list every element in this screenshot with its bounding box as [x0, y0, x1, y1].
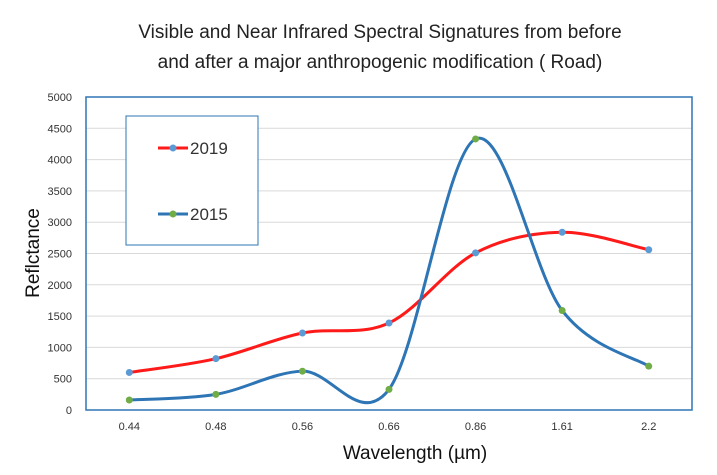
x-tick-label: 0.44 [119, 421, 140, 433]
data-point [298, 329, 306, 337]
legend-swatch-marker [169, 144, 177, 152]
legend-box [125, 115, 259, 246]
x-axis-title: Wavelength (µm) [343, 443, 487, 464]
chart-title-line-1: Visible and Near Infrared Spectral Signa… [138, 22, 622, 43]
data-point [385, 385, 393, 393]
data-point [385, 319, 393, 327]
y-tick-label: 0 [66, 405, 72, 417]
x-tick-label: 0.86 [465, 421, 486, 433]
data-point [212, 355, 220, 363]
data-point [125, 396, 133, 404]
data-point [472, 135, 480, 143]
y-tick-label: 4500 [48, 123, 72, 135]
y-tick-label: 2500 [48, 249, 72, 261]
y-tick-label: 2000 [48, 280, 72, 292]
series-2019 [125, 228, 653, 376]
legend: 2019 2015 [125, 115, 259, 246]
y-axis-title: Reflctance [23, 208, 44, 298]
legend-label: 2015 [190, 205, 228, 224]
series-2015 [125, 135, 653, 405]
y-tick-labels: 0 500 1000 1500 2000 2500 3000 3500 4000 4500 5000 [48, 92, 72, 417]
chart-title: Visible and Near Infrared Spectral Signa… [60, 18, 700, 78]
y-tick-label: 500 [54, 374, 72, 386]
chart-title-line-2: and after a major anthropogenic modifica… [157, 52, 603, 73]
data-point [645, 362, 653, 370]
data-point [558, 306, 566, 314]
x-tick-label: 0.48 [205, 421, 226, 433]
data-point [212, 390, 220, 398]
legend-swatch-marker [169, 210, 177, 218]
series-line [129, 136, 650, 405]
data-point [472, 249, 480, 257]
x-tick-label: 0.66 [378, 421, 399, 433]
data-point [558, 228, 566, 236]
y-tick-label: 1500 [48, 311, 72, 323]
data-point [645, 246, 653, 254]
series-layer [125, 135, 653, 405]
y-tick-label: 3000 [48, 217, 72, 229]
data-point [125, 368, 133, 376]
x-tick-label: 2.2 [641, 421, 656, 433]
legend-label: 2019 [190, 139, 228, 158]
plot-area-border [85, 96, 693, 411]
data-point [298, 367, 306, 375]
legend-item: 2019 [158, 139, 228, 158]
y-tick-label: 1000 [48, 342, 72, 354]
y-tick-label: 5000 [48, 92, 72, 104]
x-tick-labels: 0.44 0.48 0.56 0.66 0.86 1.61 2.2 [119, 421, 657, 433]
x-tick-label: 1.61 [551, 421, 572, 433]
y-tick-label: 3500 [48, 186, 72, 198]
x-tick-label: 0.56 [292, 421, 313, 433]
y-tick-label: 4000 [48, 155, 72, 167]
legend-item: 2015 [158, 205, 228, 224]
